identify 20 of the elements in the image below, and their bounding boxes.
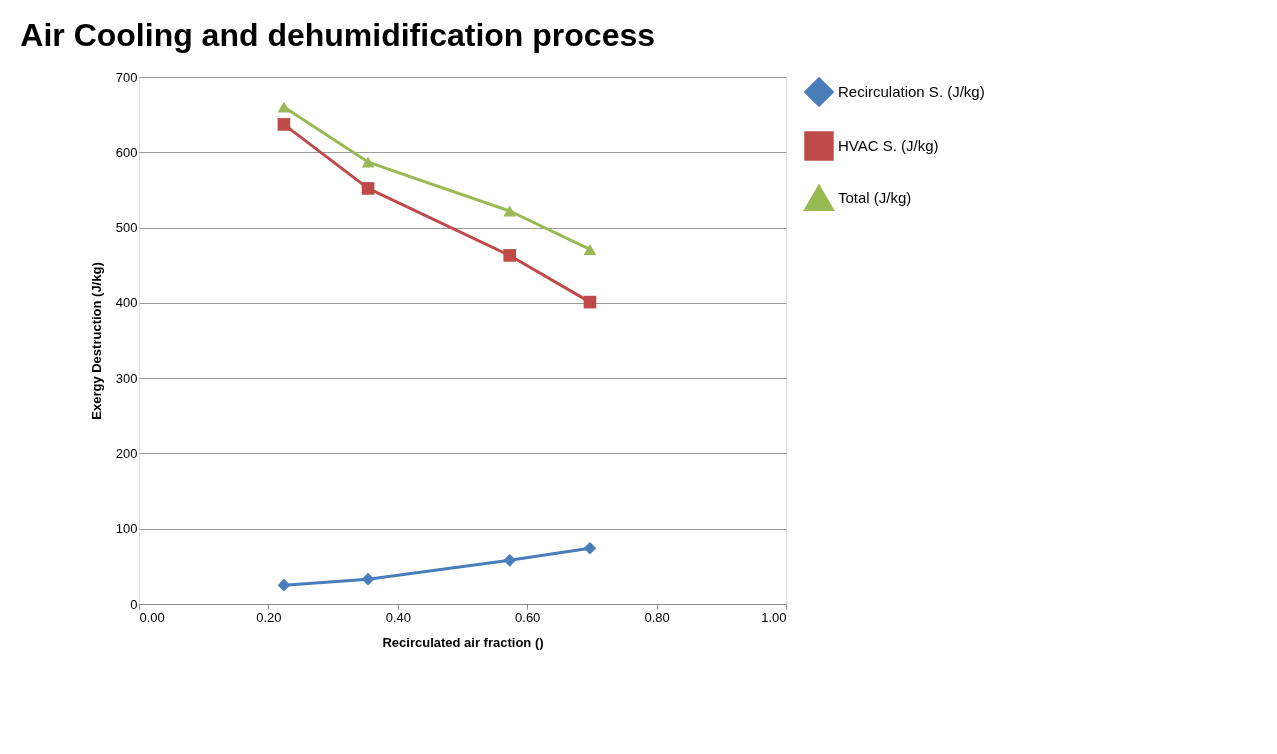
x-tick-label: 0.40 [385, 609, 411, 625]
x-axis-title: Recirculated air fraction () [382, 634, 544, 650]
x-tick-label: 0.60 [515, 609, 541, 625]
y-tick-label: 500 [115, 220, 138, 236]
legend-label: Total (J/kg) [838, 189, 912, 206]
y-tick-label: 700 [115, 69, 138, 85]
y-tick-label: 600 [115, 144, 138, 160]
x-tick-label: 0.00 [139, 609, 165, 625]
y-tick-label: 300 [115, 370, 138, 386]
y-axis-title: Exergy Destruction (J/kg) [88, 262, 104, 420]
chart-title: Air Cooling and dehumidification process [20, 17, 656, 53]
y-tick-label: 0 [130, 596, 138, 612]
x-tick-label: 0.80 [644, 609, 670, 625]
x-tick-label: 1.00 [761, 609, 787, 625]
y-tick-label: 100 [115, 521, 138, 537]
y-tick-label: 400 [115, 295, 138, 311]
y-tick-label: 200 [115, 445, 138, 461]
legend-label: Recirculation S. (J/kg) [838, 83, 985, 100]
legend-label: HVAC S. (J/kg) [838, 137, 939, 154]
x-tick-label: 0.20 [256, 609, 282, 625]
